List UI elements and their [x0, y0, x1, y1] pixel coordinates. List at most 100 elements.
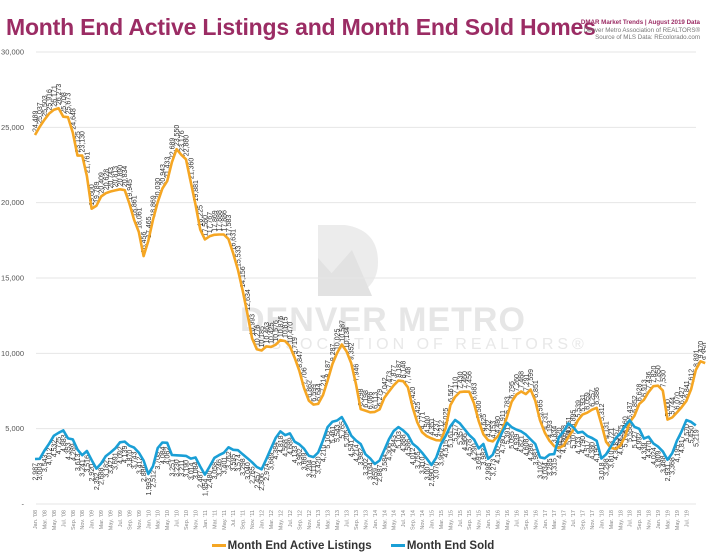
- data-label-active: 26,171: [51, 85, 58, 107]
- data-label-sold: 4,821: [519, 435, 526, 453]
- data-label-active: 23,130: [80, 131, 87, 153]
- x-tick-label: May. '11: [222, 510, 228, 530]
- data-label-sold: 4,883: [61, 434, 68, 452]
- x-tick-label: Mar. '14: [382, 510, 388, 529]
- x-tick-label: May. '17: [562, 510, 568, 530]
- data-label-sold: 3,810: [608, 451, 615, 469]
- data-label-active: 19,789: [94, 181, 101, 203]
- data-label-active: 6,386: [594, 387, 601, 405]
- data-label-active: 18,225: [198, 205, 205, 227]
- data-label-active: 20,943: [160, 164, 167, 186]
- data-label-active: 6,851: [533, 380, 540, 398]
- data-label-sold: 3,962: [297, 448, 304, 466]
- data-label-sold: 2,352: [94, 472, 101, 490]
- data-label-sold: 4,966: [462, 433, 469, 451]
- data-label-active: 6,644: [316, 383, 323, 401]
- x-tick-label: Mar. '12: [269, 510, 275, 529]
- data-label-active: 5,744: [670, 397, 677, 415]
- data-label-sold: 5,391: [505, 427, 512, 445]
- data-label-sold: 2,659: [372, 468, 379, 486]
- data-label-active: 25,503: [42, 95, 49, 117]
- data-label-sold: 3,982: [358, 448, 365, 466]
- data-label-sold: 3,420: [316, 456, 323, 474]
- data-label-active: 18,061: [136, 207, 143, 229]
- data-label-sold: 4,725: [56, 437, 63, 455]
- line-chart: DENVER METRO ASSOCIATION OF REALTORS® - 5…: [1, 48, 706, 531]
- data-label-active: 7,473: [387, 371, 394, 389]
- data-label-active: 4,193: [547, 420, 554, 438]
- data-label-sold: 5,176: [623, 430, 630, 448]
- data-label-sold: 2,480: [207, 471, 214, 489]
- x-tick-label: Jan. '15: [429, 510, 435, 529]
- data-label-sold: 3,034: [368, 462, 375, 480]
- x-tick-label: Mar. '10: [156, 510, 162, 529]
- data-label-sold: 2,512: [151, 470, 158, 488]
- data-label-active: 20,890: [117, 165, 124, 187]
- data-label-active: 6,257: [589, 389, 596, 407]
- data-label-sold: 3,102: [538, 461, 545, 479]
- x-tick-label: May. '09: [109, 510, 115, 530]
- data-label-active: 6,628: [637, 384, 644, 402]
- data-label-active: 14,156: [240, 266, 247, 288]
- data-label-active: 19,881: [193, 180, 200, 202]
- data-label-active: 6,841: [684, 380, 691, 398]
- data-label-sold: 4,190: [594, 445, 601, 463]
- data-label-active: 10,993: [250, 314, 257, 336]
- credit-report-name: DMAR Market Trends | August 2019 Data: [580, 19, 700, 26]
- legend-swatch-active: [211, 544, 226, 547]
- data-label-sold: 3,689: [269, 452, 276, 470]
- data-label-active: 6,795: [509, 381, 516, 399]
- data-label-active: 6,567: [448, 384, 455, 402]
- data-label-sold: 3,298: [240, 458, 247, 476]
- x-tick-label: Jan. '08: [33, 510, 39, 529]
- data-label-sold: 3,368: [670, 457, 677, 475]
- data-label-active: 9,352: [349, 342, 356, 360]
- legend-item-sold: Month End Sold: [390, 540, 494, 552]
- data-label-active: 9,719: [292, 337, 299, 355]
- credit-source: Source of MLS Data: REcolorado.com: [595, 34, 700, 42]
- data-label-sold: 2,590: [429, 469, 436, 487]
- data-label-active: 23,125: [75, 131, 82, 153]
- data-label-active: 6,683: [471, 383, 478, 401]
- data-label-sold: 4,084: [160, 446, 167, 464]
- x-tick-label: May. '08: [52, 510, 58, 530]
- x-tick-label: Jan. '17: [543, 510, 549, 529]
- data-label-active: 7,436: [646, 371, 653, 389]
- data-label-sold: 3,613: [75, 453, 82, 471]
- data-label-sold: 4,515: [443, 440, 450, 458]
- x-tick-label: Sep. '12: [297, 510, 303, 530]
- data-label-sold: 3,870: [127, 450, 134, 468]
- data-label-sold: 3,584: [382, 454, 389, 472]
- data-label-sold: 5,161: [448, 430, 455, 448]
- data-label-sold: 4,353: [66, 442, 73, 460]
- data-label-active: 10,276: [254, 325, 261, 347]
- data-label-sold: 5,450: [689, 426, 696, 444]
- data-label-active: 10,876: [278, 316, 285, 338]
- data-label-active: 4,480: [495, 416, 502, 434]
- data-label-sold: 4,541: [349, 439, 356, 457]
- data-label-active: 17,886: [221, 210, 228, 232]
- data-label-sold: 2,887: [377, 464, 384, 482]
- data-label-sold: 4,470: [646, 441, 653, 459]
- y-tick-label: 30,000: [1, 48, 24, 57]
- data-label-sold: 4,012: [47, 447, 54, 465]
- data-label-sold: 5,107: [571, 431, 578, 449]
- y-tick-label: 10,000: [1, 349, 24, 358]
- data-label-sold: 3,595: [231, 454, 238, 472]
- data-label-sold: 3,084: [193, 461, 200, 479]
- x-tick-label: Mar. '15: [439, 510, 445, 529]
- data-label-sold: 4,012: [410, 447, 417, 465]
- x-tick-label: Sep. '18: [637, 510, 643, 530]
- x-tick-label: May. '19: [675, 510, 681, 530]
- x-tick-label: May. '13: [335, 510, 341, 530]
- data-label-sold: 5,219: [693, 429, 700, 447]
- data-label-active: 10,025: [335, 328, 342, 350]
- series-lines: [33, 106, 706, 476]
- x-tick-label: Nov. '15: [477, 510, 483, 530]
- x-tick-label: May. '10: [165, 510, 171, 530]
- data-label-sold: 4,517: [585, 440, 592, 458]
- x-tick-label: May. '12: [278, 510, 284, 530]
- data-label-active: 7,706: [302, 367, 309, 385]
- data-label-sold: 3,516: [84, 455, 91, 473]
- data-label-sold: 5,577: [453, 424, 460, 442]
